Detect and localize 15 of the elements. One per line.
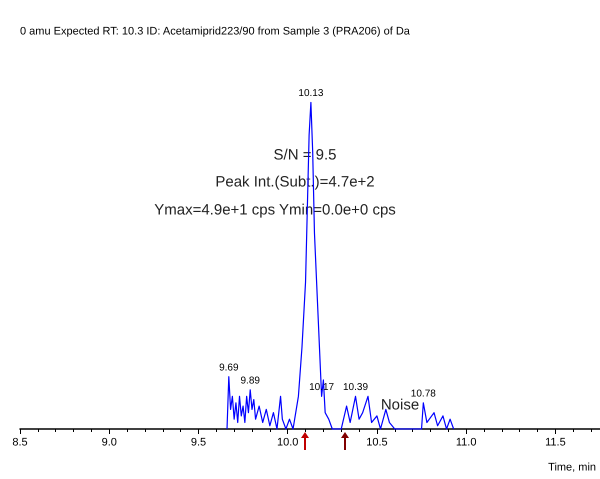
- x-axis-title: Time, min: [548, 462, 596, 474]
- x-tick-label: 8.5: [12, 436, 28, 448]
- x-tick-label: 11.0: [456, 436, 476, 448]
- annotation: 9.69: [219, 362, 239, 374]
- annotation: 9.89: [240, 375, 260, 386]
- x-tick-label: 10.5: [366, 436, 388, 448]
- x-tick-label: 9.0: [102, 436, 117, 448]
- x-tick-label: 11.5: [545, 436, 566, 448]
- x-tick-label: 9.5: [190, 436, 206, 448]
- annotation: 10.39: [342, 382, 368, 393]
- chart-title: 0 amu Expected RT: 10.3 ID: Acetamiprid223/90 from Sample 3 (PRA206) of Da: [20, 26, 411, 38]
- annotation: 10.78: [410, 388, 436, 400]
- annotation: Noise: [380, 396, 420, 414]
- annotation: 10.13: [298, 88, 324, 99]
- x-tick-label: 10.0: [276, 436, 298, 448]
